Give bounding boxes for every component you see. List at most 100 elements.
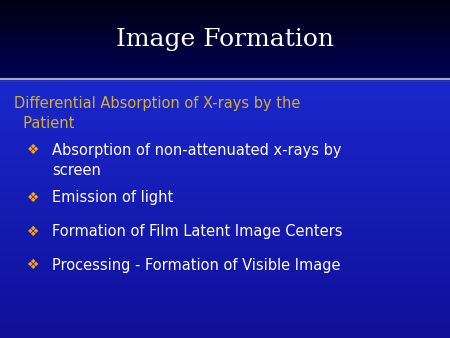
- Bar: [0, 328, 450, 332]
- Bar: [0, 79, 450, 83]
- Bar: [0, 196, 450, 199]
- Bar: [0, 164, 450, 167]
- Bar: [0, 73, 450, 75]
- Bar: [0, 44, 450, 46]
- Bar: [0, 24, 450, 26]
- Bar: [0, 115, 450, 118]
- Bar: [0, 202, 450, 206]
- Bar: [0, 293, 450, 296]
- Bar: [0, 193, 450, 196]
- Bar: [0, 206, 450, 209]
- Bar: [0, 10, 450, 12]
- Bar: [0, 199, 450, 202]
- Bar: [0, 247, 450, 251]
- Bar: [0, 238, 450, 241]
- Bar: [0, 131, 450, 135]
- Bar: [0, 40, 450, 42]
- Text: Processing - Formation of Visible Image: Processing - Formation of Visible Image: [52, 258, 340, 273]
- Bar: [0, 183, 450, 186]
- Bar: [0, 22, 450, 24]
- Bar: [0, 4, 450, 6]
- Bar: [0, 50, 450, 52]
- Bar: [0, 66, 450, 68]
- Bar: [0, 75, 450, 77]
- Bar: [0, 179, 450, 183]
- Bar: [0, 170, 450, 173]
- Bar: [0, 72, 450, 73]
- Bar: [0, 273, 450, 276]
- Bar: [0, 42, 450, 44]
- Bar: [0, 309, 450, 312]
- Text: Emission of light: Emission of light: [52, 190, 173, 205]
- Bar: [0, 332, 450, 335]
- Bar: [0, 296, 450, 299]
- Bar: [0, 57, 450, 59]
- Bar: [0, 209, 450, 212]
- Bar: [0, 264, 450, 267]
- Bar: [0, 276, 450, 280]
- Bar: [0, 68, 450, 70]
- Bar: [0, 77, 450, 79]
- Text: Image Formation: Image Formation: [116, 28, 334, 51]
- Bar: [0, 36, 450, 38]
- Bar: [0, 55, 450, 57]
- Bar: [0, 96, 450, 99]
- Bar: [0, 286, 450, 290]
- Bar: [0, 70, 450, 72]
- Bar: [0, 335, 450, 338]
- Bar: [0, 306, 450, 309]
- Text: Absorption of non-attenuated x-rays by: Absorption of non-attenuated x-rays by: [52, 143, 341, 158]
- Bar: [0, 160, 450, 164]
- Bar: [0, 46, 450, 48]
- Bar: [0, 52, 450, 54]
- Bar: [0, 89, 450, 92]
- Bar: [0, 251, 450, 254]
- Bar: [0, 135, 450, 138]
- Bar: [0, 105, 450, 108]
- Bar: [0, 54, 450, 55]
- Text: ❖: ❖: [27, 143, 40, 158]
- Bar: [0, 38, 450, 40]
- Text: Formation of Film Latent Image Centers: Formation of Film Latent Image Centers: [52, 224, 342, 239]
- Bar: [0, 34, 450, 36]
- Bar: [0, 2, 450, 4]
- Bar: [0, 14, 450, 16]
- Bar: [0, 102, 450, 105]
- Bar: [0, 283, 450, 286]
- Bar: [0, 280, 450, 283]
- Bar: [0, 186, 450, 189]
- Bar: [0, 154, 450, 157]
- Text: ❖: ❖: [27, 191, 40, 205]
- Bar: [0, 261, 450, 264]
- Bar: [0, 6, 450, 8]
- Bar: [0, 299, 450, 303]
- Bar: [0, 112, 450, 115]
- Bar: [0, 241, 450, 244]
- Bar: [0, 18, 450, 20]
- Bar: [0, 267, 450, 270]
- Bar: [0, 218, 450, 222]
- Bar: [0, 312, 450, 315]
- Bar: [0, 62, 450, 64]
- Bar: [0, 222, 450, 225]
- Text: Differential Absorption of X-rays by the: Differential Absorption of X-rays by the: [14, 96, 300, 111]
- Bar: [0, 235, 450, 238]
- Bar: [0, 176, 450, 179]
- Text: screen: screen: [52, 163, 101, 178]
- Bar: [0, 225, 450, 228]
- Bar: [0, 167, 450, 170]
- Bar: [0, 257, 450, 260]
- Bar: [0, 212, 450, 215]
- Bar: [0, 315, 450, 319]
- Bar: [0, 99, 450, 102]
- Bar: [0, 12, 450, 14]
- Bar: [0, 48, 450, 50]
- Bar: [0, 64, 450, 66]
- Bar: [0, 244, 450, 247]
- Bar: [0, 270, 450, 273]
- Bar: [0, 150, 450, 154]
- Bar: [0, 59, 450, 62]
- Bar: [0, 290, 450, 293]
- Bar: [0, 118, 450, 121]
- Bar: [0, 32, 450, 34]
